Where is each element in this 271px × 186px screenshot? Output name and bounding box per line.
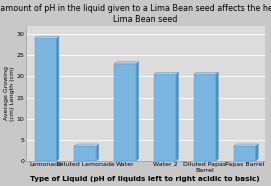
Polygon shape bbox=[75, 146, 96, 161]
Polygon shape bbox=[176, 72, 179, 161]
Polygon shape bbox=[234, 144, 258, 146]
X-axis label: Type of Liquid (pH of liquids left to right acidic to basic): Type of Liquid (pH of liquids left to ri… bbox=[30, 176, 260, 182]
Polygon shape bbox=[194, 74, 216, 161]
Y-axis label: Average Growing
(cm) Length (cm): Average Growing (cm) Length (cm) bbox=[4, 66, 15, 121]
Polygon shape bbox=[136, 62, 139, 161]
Polygon shape bbox=[234, 146, 256, 161]
Polygon shape bbox=[35, 38, 57, 161]
Polygon shape bbox=[216, 72, 218, 161]
Polygon shape bbox=[114, 64, 136, 161]
Polygon shape bbox=[154, 74, 176, 161]
Polygon shape bbox=[114, 62, 139, 64]
Polygon shape bbox=[256, 144, 258, 161]
Title: The amount of pH in the liquid given to a Lima Bean seed affects the height of a: The amount of pH in the liquid given to … bbox=[0, 4, 271, 24]
Polygon shape bbox=[75, 144, 99, 146]
Polygon shape bbox=[194, 72, 218, 74]
Polygon shape bbox=[57, 36, 59, 161]
Polygon shape bbox=[35, 36, 59, 38]
Polygon shape bbox=[96, 144, 99, 161]
Polygon shape bbox=[154, 72, 179, 74]
